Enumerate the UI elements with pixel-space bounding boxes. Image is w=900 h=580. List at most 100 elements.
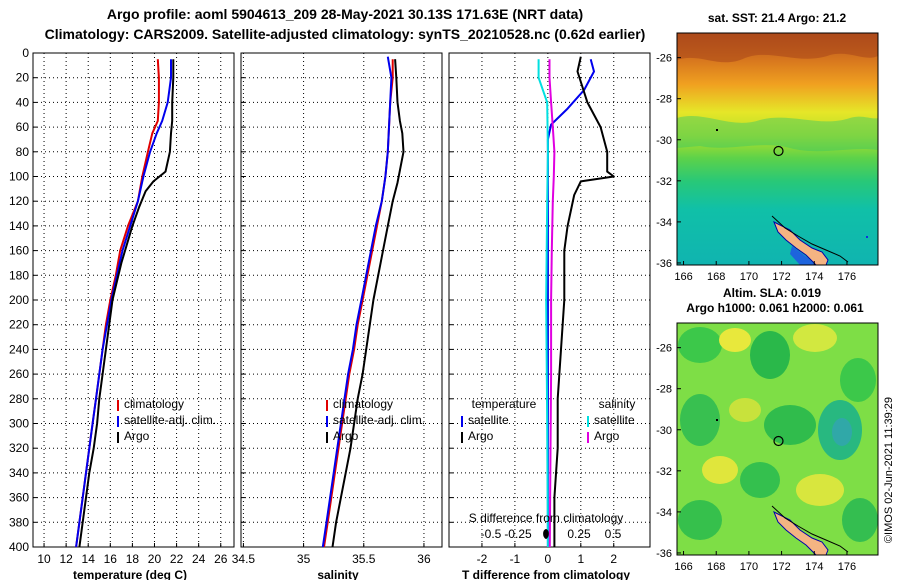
series-line-satellite-adj-clim- — [75, 59, 172, 548]
s-tick-label: 0.5 — [605, 527, 622, 541]
lon-tick-label: 170 — [740, 271, 758, 283]
imos-timestamp: ©IMOS 02-Jun-2021 11:39:29 — [883, 397, 895, 543]
sla-eddy-core — [832, 418, 852, 446]
series-line-argo — [331, 59, 405, 548]
depth-tick-label: 260 — [9, 367, 29, 381]
lon-tick-label: 166 — [674, 561, 692, 573]
map-dot — [866, 236, 868, 238]
lon-tick-label: 174 — [805, 271, 823, 283]
depth-tick-label: 60 — [16, 120, 30, 134]
lon-tick-label: 168 — [707, 561, 725, 573]
sst-map: sat. SST: 21.4 Argo: 21.2 -26 -28 -30 -32 -3… — [656, 11, 879, 283]
temperature-grid — [33, 52, 234, 548]
sla-map-lon-ticks: 166 168 170 172 174 176 — [674, 551, 856, 573]
x-tick-label: -2 — [477, 552, 488, 566]
salinity-axis-label: salinity — [317, 568, 359, 580]
sla-map-title-line-1: Altim. SLA: 0.019 — [723, 286, 821, 300]
sla-eddy — [680, 394, 720, 446]
depth-axis-ticks: 0 20 40 60 80 100 120 140 160 180 200 220 240 260 280 3… — [9, 46, 29, 554]
legend-label: Argo — [124, 429, 150, 443]
sla-eddy — [678, 327, 722, 363]
depth-tick-label: 380 — [9, 515, 29, 529]
lon-tick-label: 172 — [772, 561, 790, 573]
x-tick-label: 2 — [610, 552, 617, 566]
legend-title-salinity: salinity — [599, 397, 636, 411]
x-tick-label: 18 — [126, 552, 140, 566]
coastline-outline — [771, 215, 849, 263]
sst-map-lon-ticks: 166 168 170 172 174 176 — [674, 261, 856, 283]
depth-tick-label: 340 — [9, 466, 29, 480]
sla-eddy — [719, 328, 751, 352]
x-tick-label: 22 — [170, 552, 184, 566]
depth-tick-label: 320 — [9, 441, 29, 455]
sla-eddy — [842, 498, 878, 542]
temperature-axis-label: temperature (deg C) — [73, 568, 187, 580]
temperature-series — [75, 59, 175, 548]
lon-tick-label: 176 — [838, 271, 856, 283]
temperature-axis-ticks: 10 12 14 16 18 20 22 24 26 — [37, 543, 228, 566]
argo-location-marker — [773, 435, 784, 447]
sla-eddy — [840, 358, 876, 402]
lat-tick-label: -26 — [656, 53, 672, 65]
temperature-legend: climatology satellite-adj. clim. Argo — [117, 397, 216, 443]
s-difference-label: S difference from climatology — [469, 511, 624, 525]
sst-warm-patch — [677, 33, 878, 63]
legend-label: climatology — [124, 397, 184, 411]
lat-tick-label: -32 — [656, 466, 672, 478]
coastline-north-island — [773, 510, 829, 555]
sla-eddy — [750, 331, 790, 379]
salinity-series — [321, 56, 405, 548]
depth-tick-label: 200 — [9, 293, 29, 307]
s-tick-label: 0.25 — [567, 527, 591, 541]
lon-tick-label: 176 — [838, 561, 856, 573]
depth-tick-label: 300 — [9, 417, 29, 431]
x-tick-label: 10 — [37, 552, 51, 566]
depth-tick-label: 0 — [22, 46, 29, 60]
temperature-panel: 0 20 40 60 80 100 120 140 160 180 200 220 240 260 280 3… — [9, 46, 235, 580]
salinity-axis-ticks: 34.5 35 35.5 36 — [232, 543, 431, 566]
depth-tick-label: 80 — [16, 145, 30, 159]
depth-tick-label: 120 — [9, 194, 29, 208]
lon-tick-label: 166 — [674, 271, 692, 283]
difference-legend: temperature salinity satellite Argo satellit… — [461, 397, 636, 443]
legend-label: Argo — [594, 429, 620, 443]
series-line-temperature-argo — [553, 56, 615, 547]
lat-tick-label: -32 — [656, 176, 672, 188]
depth-tick-label: 160 — [9, 244, 29, 258]
sla-eddy — [729, 398, 761, 422]
legend-title-temperature: temperature — [472, 397, 537, 411]
title-line-1: Argo profile: aoml 5904613_209 28-May-20… — [107, 6, 583, 22]
salinity-legend: climatology satellite-adj. clim. Argo — [326, 397, 425, 443]
x-tick-label: 36 — [417, 552, 431, 566]
coast-shelf-blue — [790, 246, 815, 265]
lon-tick-label: 174 — [805, 561, 823, 573]
sst-map-frame — [676, 32, 879, 266]
lat-tick-label: -36 — [656, 548, 672, 560]
depth-tick-label: 20 — [16, 71, 30, 85]
depth-tick-label: 100 — [9, 170, 29, 184]
legend-label: satellite-adj. clim. — [124, 413, 216, 427]
x-tick-label: 1 — [577, 552, 584, 566]
x-tick-label: 26 — [214, 552, 228, 566]
sla-map-lat-ticks: -26 -28 -30 -32 -34 -36 — [656, 343, 681, 560]
depth-tick-label: 280 — [9, 392, 29, 406]
lat-tick-label: -34 — [656, 507, 672, 519]
coastline-outline — [771, 505, 849, 553]
series-line-argo — [78, 59, 175, 548]
coastline-north-island — [773, 220, 829, 265]
lat-tick-label: -28 — [656, 384, 672, 396]
x-tick-label: 0 — [545, 552, 552, 566]
map-dot — [716, 419, 718, 421]
legend-label: satellite — [594, 413, 635, 427]
depth-tick-label: 180 — [9, 268, 29, 282]
sla-eddy — [740, 462, 780, 498]
series-line-satellite-adj-clim- — [321, 56, 393, 548]
legend-label: Argo — [468, 429, 494, 443]
title-line-2: Climatology: CARS2009. Satellite-adjuste… — [45, 26, 646, 42]
s-zero-marker — [543, 529, 549, 539]
sla-map-frame — [676, 322, 879, 556]
series-line-salinity-argo — [548, 59, 556, 548]
x-tick-label: 34.5 — [232, 552, 256, 566]
legend-label: satellite-adj. clim. — [333, 413, 425, 427]
